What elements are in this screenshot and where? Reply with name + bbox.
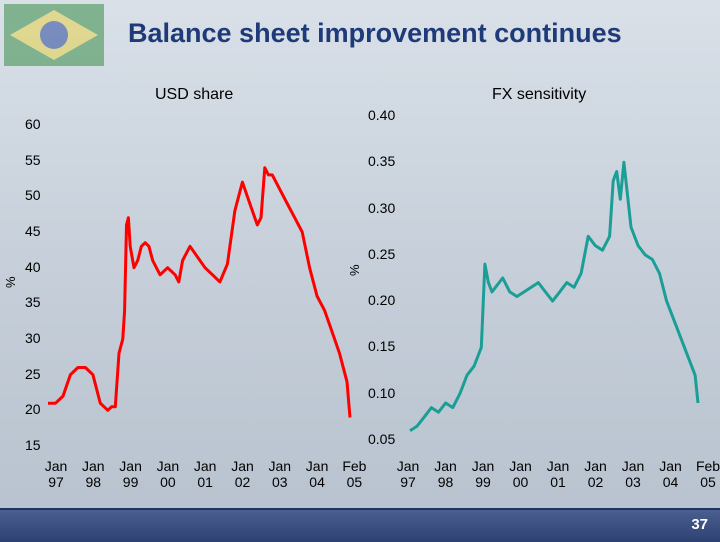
usd-y-tick: 15 [25, 437, 41, 453]
fx-y-tick: 0.30 [368, 199, 396, 216]
fx-chart-title: FX sensitivity [492, 86, 587, 103]
usd-x-tick: Jan 03 [268, 458, 292, 490]
fx-y-tick: 0.20 [368, 292, 396, 309]
usd-y-tick: 40 [25, 258, 41, 275]
fx-x-tick: Jan 03 [621, 458, 645, 490]
usd-x-tick: Feb 05 [342, 458, 367, 490]
fx-y-tick: 0.35 [368, 153, 396, 170]
slide-title: Balance sheet improvement continues [128, 18, 622, 48]
usd-x-tick: Jan 02 [231, 458, 254, 490]
usd-series-line [48, 166, 352, 418]
fx-x-tick: Jan 04 [659, 458, 682, 490]
fx-y-tick: 0.05 [368, 431, 396, 447]
page-number: 37 [691, 516, 708, 533]
usd-x-tick: Jan 97 [44, 458, 68, 490]
fx-x-tick: Jan 99 [471, 458, 495, 490]
fx-y-tick: 0.40 [368, 107, 396, 123]
fx-x-tick: Jan 00 [509, 458, 532, 490]
usd-y-tick: 60 [25, 116, 41, 132]
usd-y-tick: 20 [25, 401, 41, 418]
usd-y-tick: 50 [25, 187, 41, 204]
usd-y-tick: 30 [25, 330, 41, 346]
fx-x-tick: Jan 01 [546, 458, 570, 490]
usd-x-tick: Jan 98 [82, 458, 105, 490]
fx-series-line [409, 160, 700, 432]
usd-y-tick: 55 [25, 151, 41, 168]
usd-x-tick: Jan 00 [156, 458, 180, 490]
usd-y-tick: 25 [25, 365, 41, 382]
fx-y-tick: 0.10 [368, 384, 396, 401]
footer-bar [0, 508, 720, 542]
fx-x-tick: Jan 02 [584, 458, 607, 490]
fx-y-tick: 0.25 [368, 245, 396, 262]
brazil-flag-icon [4, 4, 104, 66]
usd-x-tick: Jan 01 [193, 458, 217, 490]
usd-x-tick: Jan 99 [119, 458, 142, 490]
usd-x-tick: Jan 04 [305, 458, 329, 490]
usd-share-plot [48, 166, 352, 418]
fx-x-tick: Jan 97 [396, 458, 420, 490]
fx-sensitivity-plot [409, 160, 700, 432]
usd-chart-title: USD share [155, 86, 234, 103]
usd-y-tick: 45 [25, 223, 41, 239]
fx-x-tick: Feb 05 [695, 458, 720, 490]
fx-y-tick: 0.15 [368, 338, 396, 355]
usd-y-tick: 35 [25, 294, 41, 311]
fx-x-tick: Jan 98 [434, 458, 457, 490]
